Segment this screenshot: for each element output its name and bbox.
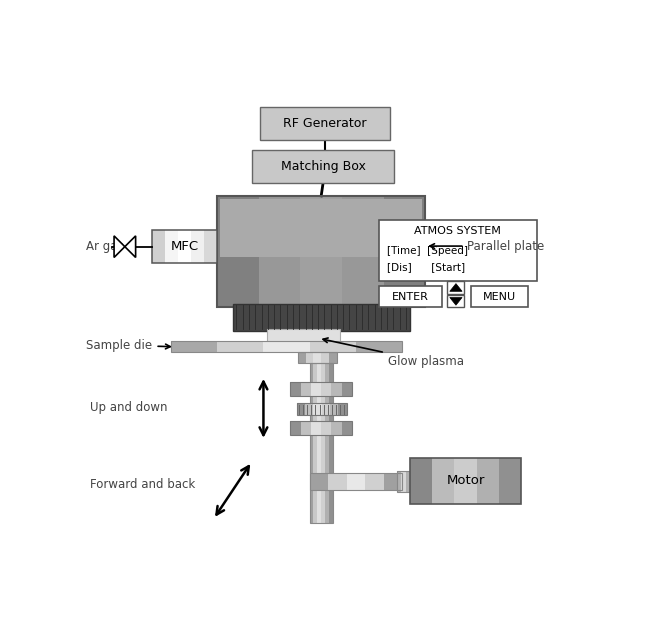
Polygon shape <box>125 236 136 257</box>
Text: [Time]  [Speed]: [Time] [Speed] <box>387 245 468 256</box>
Bar <box>296 403 347 415</box>
Bar <box>291 421 301 435</box>
Text: RF Generator: RF Generator <box>283 117 367 130</box>
Bar <box>291 421 352 435</box>
Bar <box>259 107 391 139</box>
Bar <box>365 473 384 490</box>
Bar <box>171 341 217 352</box>
Text: Parallel plate: Parallel plate <box>430 240 545 252</box>
Bar <box>328 473 347 490</box>
Bar <box>499 457 521 504</box>
Bar <box>152 230 217 263</box>
Bar <box>296 403 305 415</box>
Bar <box>379 220 537 281</box>
Bar <box>331 382 342 396</box>
Bar <box>191 230 204 263</box>
Bar <box>342 421 352 435</box>
Text: Forward and back: Forward and back <box>90 478 195 491</box>
Bar <box>322 403 330 415</box>
Bar <box>329 352 336 363</box>
Bar <box>217 196 259 307</box>
Bar <box>317 363 321 523</box>
Bar <box>204 230 217 263</box>
Bar <box>379 286 442 307</box>
Text: Sample die: Sample die <box>86 339 170 351</box>
Bar <box>325 363 329 523</box>
Text: Matching Box: Matching Box <box>281 160 366 173</box>
Bar <box>217 196 425 307</box>
Polygon shape <box>114 236 125 257</box>
Bar <box>305 403 313 415</box>
Bar <box>152 230 165 263</box>
Polygon shape <box>450 283 462 292</box>
Bar <box>165 230 178 263</box>
Bar <box>178 230 191 263</box>
Bar <box>347 473 365 490</box>
Bar <box>472 286 529 307</box>
Bar <box>454 457 477 504</box>
Bar <box>233 304 410 331</box>
Bar <box>406 471 410 492</box>
Text: ENTER: ENTER <box>392 292 429 302</box>
Bar <box>321 363 325 523</box>
Bar <box>432 457 454 504</box>
Bar <box>259 196 300 307</box>
Bar <box>310 363 333 523</box>
Bar <box>310 363 314 523</box>
Bar <box>397 471 401 492</box>
Text: MFC: MFC <box>170 240 199 253</box>
Bar <box>301 421 311 435</box>
Bar <box>221 199 422 257</box>
Bar <box>342 196 384 307</box>
Bar <box>477 457 499 504</box>
Bar <box>321 382 331 396</box>
Bar <box>448 295 465 307</box>
Bar <box>301 382 311 396</box>
Text: Up and down: Up and down <box>90 401 168 414</box>
Bar <box>171 341 402 352</box>
Bar <box>298 352 306 363</box>
Bar <box>330 403 338 415</box>
Bar <box>321 421 331 435</box>
Bar <box>384 473 402 490</box>
Text: Ar gas: Ar gas <box>86 240 124 253</box>
Bar <box>291 382 301 396</box>
Bar <box>311 382 321 396</box>
Polygon shape <box>450 297 462 305</box>
Bar <box>306 352 314 363</box>
Bar <box>217 341 263 352</box>
Text: Glow plasma: Glow plasma <box>323 338 464 368</box>
Bar <box>291 382 352 396</box>
Bar <box>329 363 333 523</box>
Bar <box>331 421 342 435</box>
Bar <box>310 473 328 490</box>
Bar <box>342 382 352 396</box>
Bar <box>298 352 336 363</box>
Bar <box>321 352 329 363</box>
Bar <box>397 471 410 492</box>
Bar <box>401 471 406 492</box>
Bar <box>410 457 521 504</box>
Text: MENU: MENU <box>483 292 516 302</box>
Bar <box>311 421 321 435</box>
Bar <box>313 403 322 415</box>
Bar <box>356 341 402 352</box>
Bar <box>263 341 310 352</box>
Bar <box>384 196 425 307</box>
Bar <box>448 281 465 293</box>
Bar <box>310 473 402 490</box>
Bar <box>267 329 340 348</box>
Bar <box>310 341 356 352</box>
Bar <box>410 457 432 504</box>
Bar <box>314 363 317 523</box>
Text: ATMOS SYSTEM: ATMOS SYSTEM <box>415 227 501 236</box>
Bar <box>300 196 342 307</box>
Bar <box>338 403 347 415</box>
Text: [Dis]      [Start]: [Dis] [Start] <box>387 262 465 273</box>
Text: Motor: Motor <box>446 475 485 487</box>
Bar <box>252 150 394 183</box>
Bar <box>314 352 321 363</box>
